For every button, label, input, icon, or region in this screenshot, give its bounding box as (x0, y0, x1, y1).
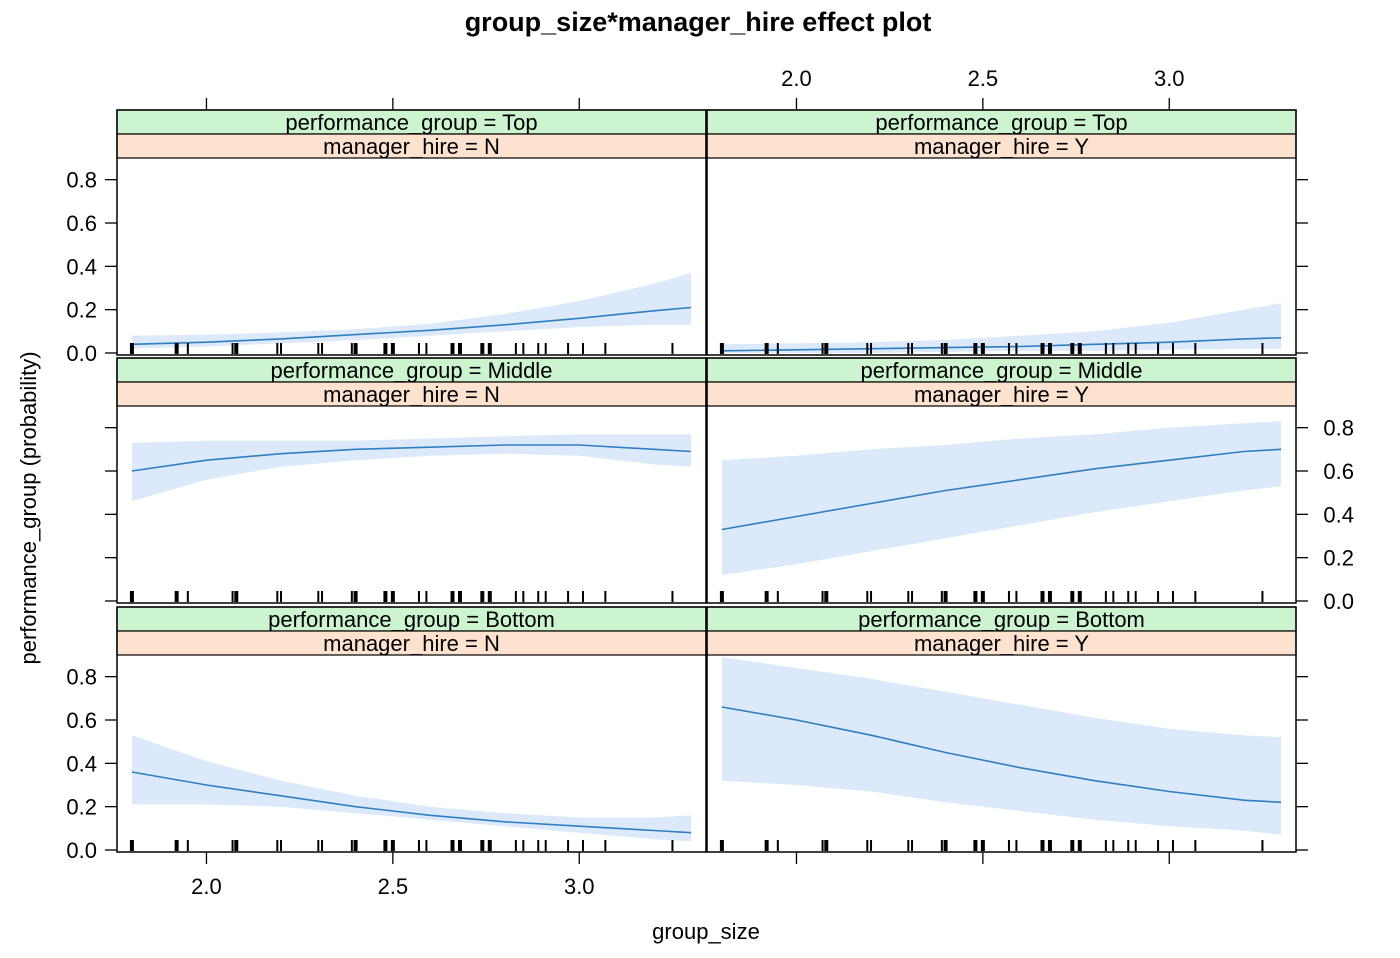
strip-manager: manager_hire = N (116, 133, 707, 159)
strip-manager-bg (116, 630, 707, 656)
strip-performance-label: performance_group = Top (875, 110, 1127, 135)
panel-frame (116, 357, 707, 604)
strip-manager: manager_hire = Y (706, 133, 1297, 159)
confidence-band (721, 303, 1282, 353)
strip-manager-bg (706, 381, 1297, 407)
strip-performance: performance_group = Top (116, 109, 707, 135)
effect-line (131, 444, 692, 472)
confidence-band (721, 421, 1282, 575)
y-tick-label: 0.8 (1323, 416, 1354, 441)
strip-manager-label: manager_hire = N (323, 134, 500, 159)
y-tick-label: 0.6 (1323, 459, 1354, 484)
y-tick-label: 0.0 (66, 838, 97, 863)
strip-manager-bg (116, 381, 707, 407)
strip-performance-label: performance_group = Bottom (858, 607, 1145, 632)
confidence-band (131, 434, 692, 502)
panel-frame (116, 109, 707, 356)
strip-manager: manager_hire = N (116, 630, 707, 656)
strip-performance-bg (116, 109, 707, 135)
y-tick-label: 0.2 (66, 795, 97, 820)
x-axis-label: group_size (652, 919, 760, 944)
y-tick-label: 0.2 (1323, 546, 1354, 571)
y-tick-label: 0.0 (66, 341, 97, 366)
y-tick-label: 0.2 (66, 298, 97, 323)
y-tick-label: 0.6 (66, 211, 97, 236)
y-tick-label: 0.4 (66, 254, 97, 279)
confidence-band (721, 657, 1282, 835)
strip-performance: performance_group = Middle (116, 357, 707, 383)
effect-line (721, 706, 1282, 804)
x-tick-label: 3.0 (1154, 66, 1185, 91)
strip-manager-label: manager_hire = Y (914, 382, 1089, 407)
strip-manager-label: manager_hire = N (323, 382, 500, 407)
effect-line (721, 337, 1282, 352)
strip-manager-label: manager_hire = Y (914, 134, 1089, 159)
strip-performance: performance_group = Middle (706, 357, 1297, 383)
strip-performance: performance_group = Bottom (116, 606, 707, 632)
strip-manager: manager_hire = Y (706, 381, 1297, 407)
strip-manager: manager_hire = N (116, 381, 707, 407)
strip-manager-bg (706, 133, 1297, 159)
strip-performance: performance_group = Bottom (706, 606, 1297, 632)
x-tick-label: 3.0 (564, 874, 595, 899)
confidence-band (131, 735, 692, 842)
panel-frame (706, 606, 1297, 853)
strip-manager-label: manager_hire = N (323, 631, 500, 656)
strip-manager-label: manager_hire = Y (914, 631, 1089, 656)
x-tick-label: 2.0 (781, 66, 812, 91)
panel-frame (706, 357, 1297, 604)
y-tick-label: 0.4 (1323, 502, 1354, 527)
strip-performance-label: performance_group = Bottom (268, 607, 555, 632)
y-tick-label: 0.4 (66, 751, 97, 776)
panel-frame (116, 606, 707, 853)
strip-manager: manager_hire = Y (706, 630, 1297, 656)
strip-performance-label: performance_group = Middle (861, 358, 1143, 383)
y-tick-label: 0.0 (1323, 589, 1354, 614)
effect-line (721, 448, 1282, 531)
effect-line (131, 306, 692, 346)
strip-manager-bg (116, 133, 707, 159)
strip-performance: performance_group = Top (706, 109, 1297, 135)
chart-title: group_size*manager_hire effect plot (465, 7, 932, 37)
panel-frame (706, 109, 1297, 356)
strip-performance-label: performance_group = Top (285, 110, 537, 135)
x-tick-label: 2.5 (378, 874, 409, 899)
y-tick-label: 0.6 (66, 708, 97, 733)
strip-performance-label: performance_group = Middle (271, 358, 553, 383)
y-axis-label: performance_group (probability) (16, 351, 41, 664)
x-tick-label: 2.0 (191, 874, 222, 899)
confidence-band (131, 272, 692, 349)
strip-performance-bg (706, 606, 1297, 632)
effect-line (131, 771, 692, 834)
y-tick-label: 0.8 (66, 168, 97, 193)
x-tick-label: 2.5 (968, 66, 999, 91)
y-tick-label: 0.8 (66, 665, 97, 690)
